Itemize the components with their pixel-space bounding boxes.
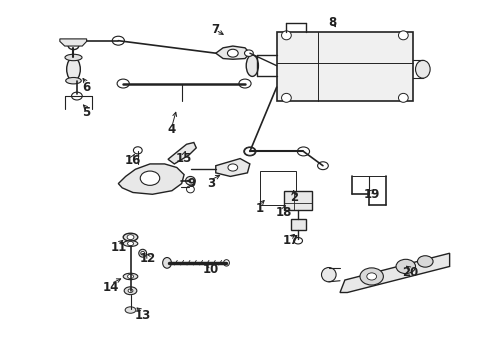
Bar	[260, 171, 296, 205]
Ellipse shape	[245, 148, 255, 156]
Polygon shape	[168, 143, 196, 164]
Ellipse shape	[223, 260, 229, 266]
Ellipse shape	[112, 36, 124, 45]
Polygon shape	[118, 164, 184, 194]
Ellipse shape	[417, 256, 433, 267]
Ellipse shape	[282, 31, 291, 40]
Ellipse shape	[125, 307, 136, 313]
Ellipse shape	[123, 241, 138, 247]
Ellipse shape	[133, 147, 142, 154]
Ellipse shape	[282, 93, 291, 102]
Ellipse shape	[186, 176, 196, 185]
Polygon shape	[216, 158, 250, 176]
Text: 18: 18	[276, 206, 292, 219]
Text: 15: 15	[176, 152, 192, 165]
Bar	[284, 191, 312, 210]
Ellipse shape	[140, 171, 160, 185]
Ellipse shape	[297, 147, 310, 156]
Text: 12: 12	[140, 252, 156, 265]
Ellipse shape	[294, 238, 302, 244]
Ellipse shape	[117, 79, 129, 88]
Ellipse shape	[246, 55, 258, 76]
Ellipse shape	[321, 267, 336, 282]
Ellipse shape	[398, 31, 408, 40]
Ellipse shape	[367, 273, 376, 280]
Ellipse shape	[360, 268, 383, 285]
Ellipse shape	[65, 54, 82, 61]
Text: 13: 13	[135, 309, 151, 322]
Bar	[291, 219, 306, 230]
Ellipse shape	[141, 251, 145, 255]
Text: 2: 2	[290, 192, 298, 204]
Ellipse shape	[228, 164, 238, 171]
Ellipse shape	[244, 147, 256, 156]
Ellipse shape	[123, 273, 138, 280]
Polygon shape	[216, 46, 250, 59]
Ellipse shape	[68, 42, 79, 50]
Ellipse shape	[124, 287, 137, 295]
Text: 1: 1	[256, 202, 264, 215]
Ellipse shape	[398, 93, 408, 102]
Ellipse shape	[128, 289, 133, 293]
Text: 10: 10	[203, 263, 219, 276]
Text: 9: 9	[187, 177, 196, 190]
Ellipse shape	[139, 249, 147, 257]
Ellipse shape	[72, 92, 82, 100]
Ellipse shape	[245, 50, 253, 57]
Text: 16: 16	[125, 154, 141, 167]
Text: 11: 11	[110, 241, 126, 255]
Ellipse shape	[123, 233, 138, 241]
Text: 4: 4	[168, 123, 176, 136]
Text: 20: 20	[402, 266, 419, 279]
Text: 19: 19	[364, 188, 380, 201]
Ellipse shape	[396, 259, 416, 274]
Ellipse shape	[187, 186, 195, 193]
Polygon shape	[60, 39, 87, 46]
Ellipse shape	[113, 37, 123, 45]
Ellipse shape	[239, 79, 251, 88]
Bar	[277, 32, 413, 102]
Text: 5: 5	[82, 105, 91, 119]
Polygon shape	[340, 253, 450, 293]
Ellipse shape	[127, 235, 134, 240]
Ellipse shape	[163, 257, 172, 268]
Ellipse shape	[318, 162, 328, 170]
Text: 6: 6	[82, 81, 91, 94]
Text: 14: 14	[103, 281, 119, 294]
Ellipse shape	[127, 274, 133, 279]
Ellipse shape	[66, 77, 81, 84]
Text: 7: 7	[212, 23, 220, 36]
Text: 3: 3	[207, 177, 215, 190]
Text: 8: 8	[329, 16, 337, 29]
Ellipse shape	[416, 60, 430, 78]
Ellipse shape	[227, 49, 238, 57]
Ellipse shape	[127, 242, 133, 246]
Text: 17: 17	[283, 234, 299, 247]
Ellipse shape	[67, 58, 80, 81]
